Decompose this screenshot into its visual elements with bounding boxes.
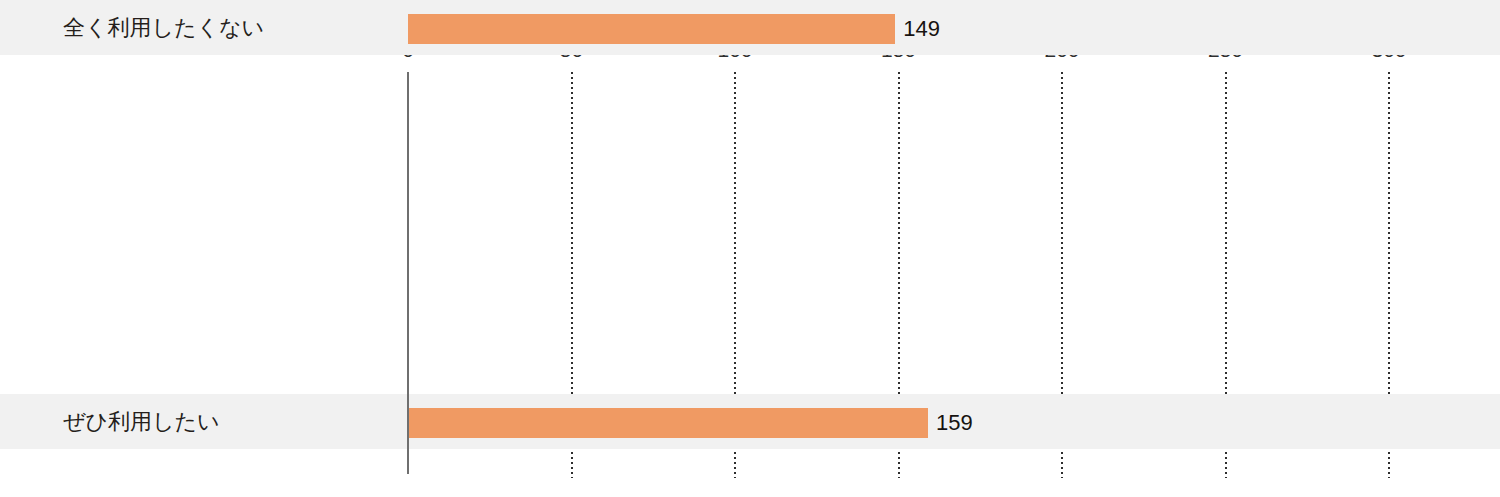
bar <box>408 408 928 438</box>
survey-bar-chart: (人) 0 50 100 150 200 250 300 ぜひ利用したい 159… <box>0 0 1500 497</box>
value-label: 149 <box>903 14 940 44</box>
chart-row: 全く利用したくない 149 <box>0 0 1500 55</box>
chart-row: ぜひ利用したい 159 <box>0 394 1500 449</box>
category-label: 全く利用したくない <box>63 0 264 55</box>
zero-axis-line <box>407 72 409 474</box>
category-label: ぜひ利用したい <box>63 394 220 449</box>
bar <box>408 14 895 44</box>
value-label: 159 <box>936 408 973 438</box>
